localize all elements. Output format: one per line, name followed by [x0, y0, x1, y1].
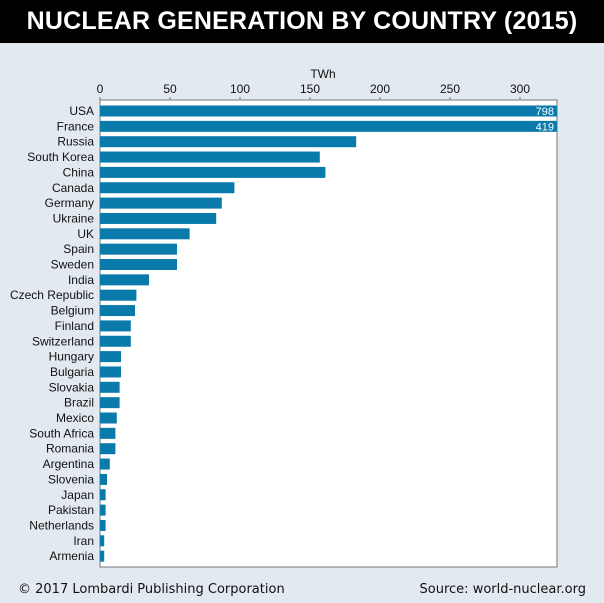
bar — [100, 182, 235, 194]
category-label: Iran — [73, 534, 94, 548]
x-tick-label: 0 — [97, 82, 104, 96]
bar — [100, 228, 190, 240]
category-label: Finland — [55, 319, 94, 333]
category-label: Switzerland — [32, 334, 94, 348]
x-tick-label: 100 — [230, 82, 250, 96]
chart-panel: TWh 0 50 100 150 200 250 300 USA 798 France 419 Russ… — [0, 64, 604, 576]
bar — [100, 335, 131, 347]
bar — [100, 120, 557, 132]
bar — [100, 351, 121, 363]
category-label: USA — [69, 104, 94, 118]
bar-chart: TWh 0 50 100 150 200 250 300 USA 798 France 419 Russ… — [10, 67, 558, 568]
data-label: 798 — [536, 106, 554, 118]
category-label: Spain — [63, 242, 94, 256]
category-label: Russia — [57, 135, 94, 149]
data-label: 419 — [536, 121, 554, 133]
bar — [100, 473, 107, 485]
bar — [100, 519, 106, 531]
bar — [100, 197, 222, 209]
bar — [100, 151, 320, 163]
category-label: Slovakia — [49, 380, 95, 394]
category-label: Romania — [46, 442, 94, 456]
header-band — [0, 43, 604, 64]
category-label: Belgium — [51, 304, 94, 318]
category-label: South Africa — [29, 426, 94, 440]
x-tick-label: 200 — [370, 82, 390, 96]
x-tick-label: 50 — [163, 82, 177, 96]
bar — [100, 489, 106, 501]
x-tick-label: 300 — [510, 82, 530, 96]
bar — [100, 550, 105, 562]
category-label: South Korea — [27, 150, 94, 164]
x-axis-title: TWh — [310, 67, 335, 81]
chart-title: NUCLEAR GENERATION BY COUNTRY (2015) — [26, 7, 578, 35]
title-bar: NUCLEAR GENERATION BY COUNTRY (2015) — [0, 0, 604, 43]
bar — [100, 212, 217, 224]
bar — [100, 504, 106, 516]
x-tick-label: 250 — [440, 82, 460, 96]
bar — [100, 259, 177, 270]
bar — [100, 366, 121, 378]
category-label: Czech Republic — [10, 288, 94, 302]
category-label: China — [63, 165, 95, 179]
bar — [100, 381, 120, 393]
category-label: Argentina — [43, 457, 95, 471]
category-label: UK — [77, 227, 94, 241]
category-label: Armenia — [49, 549, 94, 563]
bar — [100, 305, 135, 317]
bar — [100, 412, 117, 424]
category-label: Brazil — [64, 396, 94, 410]
category-label: Ukraine — [53, 211, 95, 225]
category-label: Slovenia — [48, 472, 94, 486]
bar — [100, 136, 357, 148]
bar — [100, 289, 137, 301]
footer: © 2017 Lombardi Publishing Corporation S… — [0, 576, 604, 603]
bar — [100, 320, 131, 332]
bar — [100, 427, 116, 439]
copyright-text: © 2017 Lombardi Publishing Corporation — [18, 582, 285, 597]
category-label: Canada — [52, 181, 94, 195]
category-label: Mexico — [56, 411, 94, 425]
category-label: India — [68, 273, 94, 287]
bar — [100, 105, 557, 117]
category-label: Sweden — [51, 258, 94, 272]
source-text: Source: world-nuclear.org — [419, 582, 586, 597]
bar — [100, 443, 116, 455]
x-tick-label: 150 — [300, 82, 320, 96]
category-label: Japan — [61, 488, 94, 502]
bar — [100, 274, 149, 286]
category-label: France — [57, 119, 95, 133]
bar — [100, 166, 326, 178]
category-label: Hungary — [49, 350, 94, 364]
category-label: Germany — [45, 196, 94, 210]
bar — [100, 243, 177, 255]
category-label: Bulgaria — [50, 365, 94, 379]
bar — [100, 535, 105, 547]
bar — [100, 458, 110, 470]
category-label: Netherlands — [29, 518, 94, 532]
bar — [100, 397, 120, 409]
category-label: Pakistan — [48, 503, 94, 517]
